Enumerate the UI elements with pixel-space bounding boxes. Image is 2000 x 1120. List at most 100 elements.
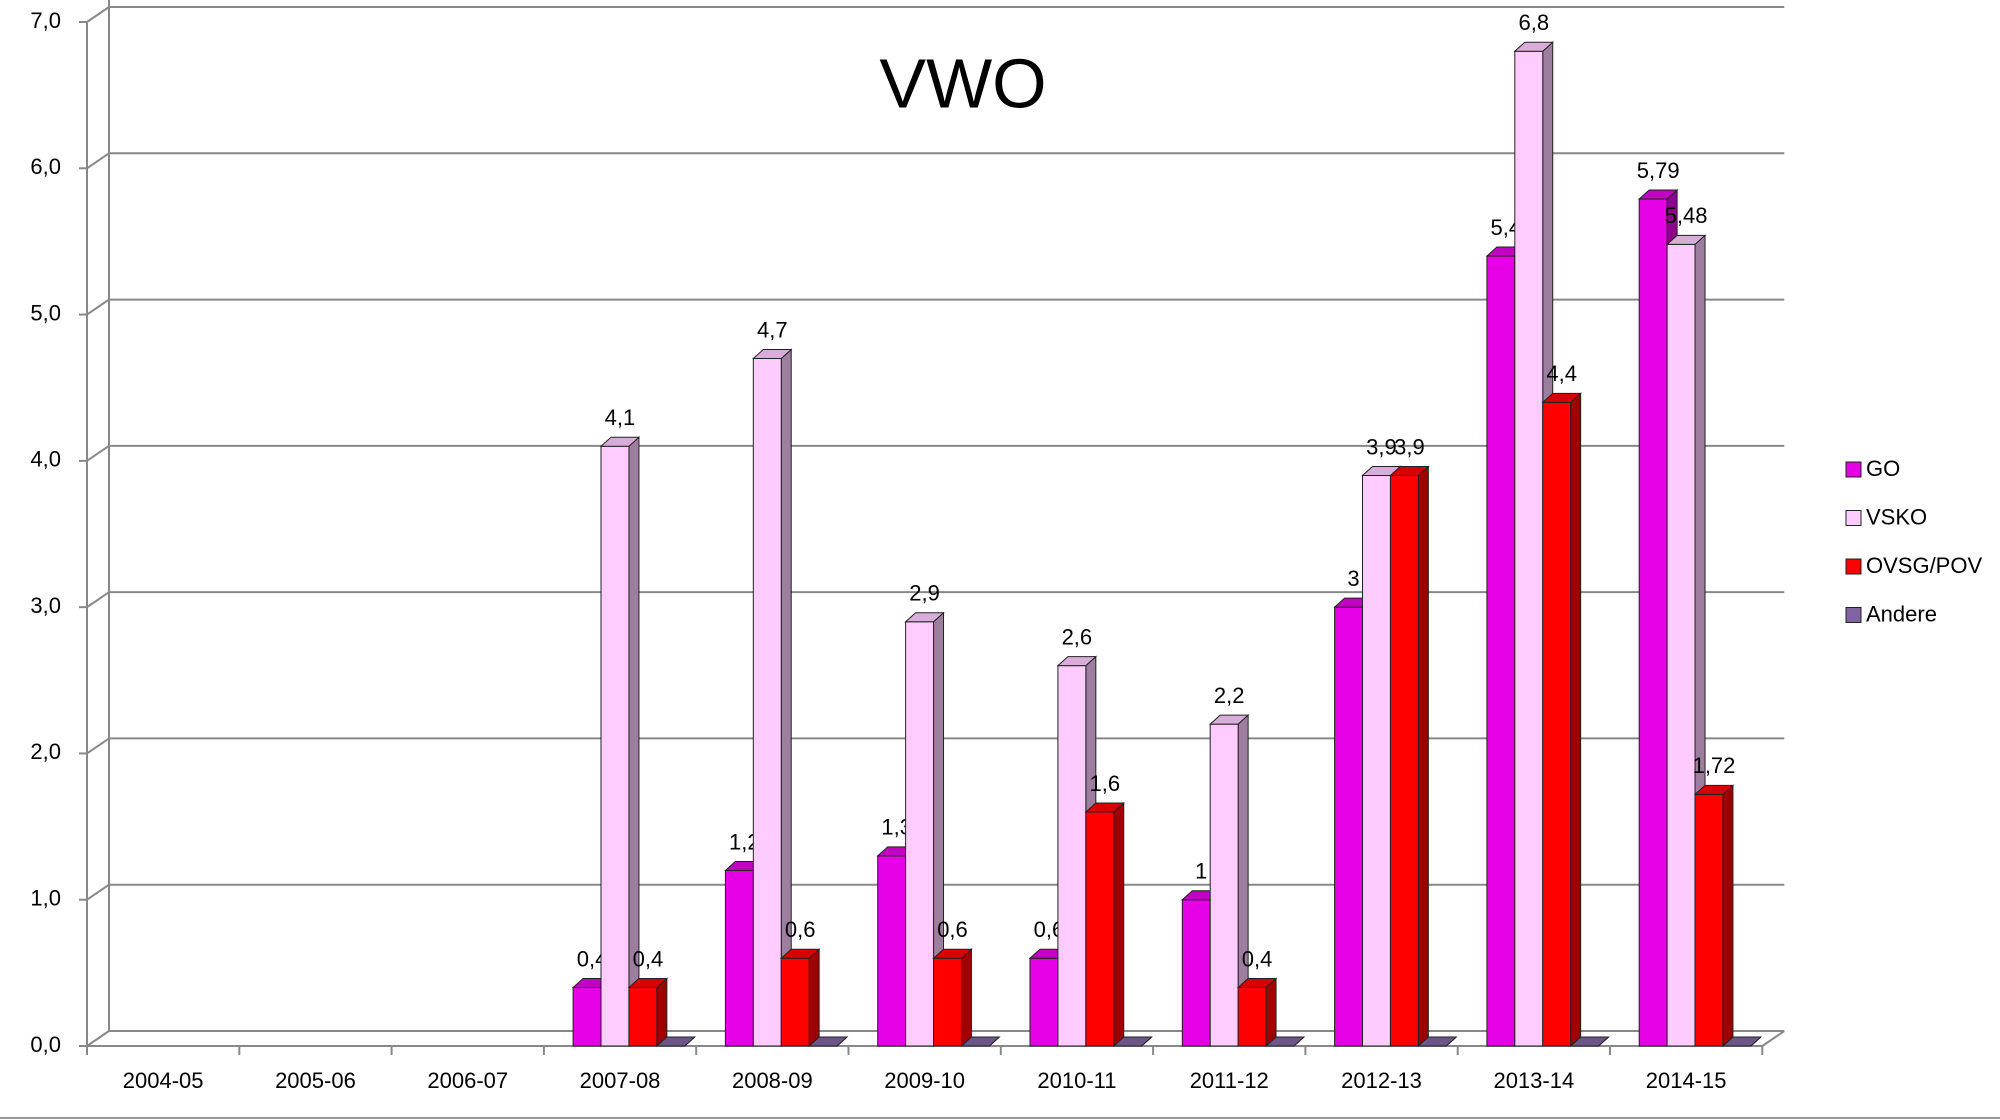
grid-line-side xyxy=(86,445,110,462)
bar xyxy=(752,357,782,1047)
bar-top xyxy=(1264,1036,1306,1047)
bar-side xyxy=(808,948,820,1048)
legend-label: Andere xyxy=(1866,601,1937,626)
grid-line-side xyxy=(86,6,110,23)
data-label: 4,7 xyxy=(757,317,788,342)
bar-side xyxy=(1570,392,1582,1048)
bar-side xyxy=(656,977,668,1048)
x-tick-label: 2011-12 xyxy=(1190,1068,1269,1093)
y-tick-label: 1,0 xyxy=(30,886,61,911)
bar xyxy=(1057,665,1087,1047)
data-label: 0,6 xyxy=(937,917,968,942)
grid-line-side xyxy=(86,1030,110,1047)
bar-top xyxy=(1056,656,1098,667)
data-label: 3 xyxy=(1347,566,1359,591)
grid-line-side xyxy=(86,152,110,170)
bar-top xyxy=(1513,41,1555,52)
x-tick-label: 2012-13 xyxy=(1341,1068,1422,1093)
bar xyxy=(1029,957,1059,1047)
x-tick-label: 2010-11 xyxy=(1037,1068,1116,1093)
bar-top xyxy=(655,1036,697,1047)
bar xyxy=(628,986,658,1047)
bar-side xyxy=(1265,977,1277,1048)
bar xyxy=(780,957,810,1047)
data-label: 2,6 xyxy=(1062,624,1093,649)
bar-top xyxy=(1693,784,1735,795)
y-tick-label: 5,0 xyxy=(30,300,61,325)
grid-line-side xyxy=(86,883,110,901)
legend-swatch xyxy=(1845,558,1862,575)
bar xyxy=(1486,255,1516,1047)
bar-top xyxy=(1208,714,1250,725)
bar-side xyxy=(960,948,972,1048)
data-label: 0,4 xyxy=(1242,946,1273,971)
bar xyxy=(1209,723,1239,1047)
bar xyxy=(1542,401,1572,1047)
bar xyxy=(1334,606,1364,1047)
bar-top xyxy=(1665,234,1707,245)
bar-top xyxy=(1112,1036,1153,1047)
data-label: 2,9 xyxy=(909,581,940,606)
y-tick-label: 0,0 xyxy=(30,1032,61,1057)
bar xyxy=(1638,198,1668,1047)
bar-top xyxy=(1084,802,1126,813)
chart-title: VWO xyxy=(879,44,1046,122)
bar-top xyxy=(752,348,793,359)
bar-top xyxy=(807,1036,849,1047)
legend-label: OVSG/POV xyxy=(1866,553,1982,578)
x-tick-label: 2005-06 xyxy=(275,1068,356,1093)
data-label: 3,9 xyxy=(1394,434,1425,459)
data-label: 0,4 xyxy=(633,946,664,971)
bar xyxy=(1666,243,1696,1047)
bar xyxy=(905,621,935,1047)
data-label: 6,8 xyxy=(1518,10,1549,35)
bar-side xyxy=(1722,784,1734,1048)
legend-swatch xyxy=(1845,510,1862,526)
data-label: 3,9 xyxy=(1366,434,1397,459)
bar xyxy=(1085,811,1115,1047)
x-tick-label: 2013-14 xyxy=(1493,1068,1574,1093)
bar-side xyxy=(1113,801,1125,1048)
bar-top xyxy=(1389,465,1430,476)
legend-swatch xyxy=(1845,461,1862,478)
grid-line-side xyxy=(86,591,110,608)
bar-top xyxy=(1721,1036,1763,1047)
bar xyxy=(1181,899,1211,1047)
bar xyxy=(600,445,630,1047)
bar-top xyxy=(627,977,669,988)
x-tick-label: 2014-15 xyxy=(1646,1068,1727,1093)
y-tick-label: 6,0 xyxy=(30,154,61,179)
data-label: 1,6 xyxy=(1089,771,1120,796)
bar-top xyxy=(932,948,973,959)
bar-side xyxy=(1417,465,1429,1048)
floor-right xyxy=(1761,1030,1785,1047)
y-tick-label: 4,0 xyxy=(30,447,61,472)
y-tick-label: 2,0 xyxy=(30,739,61,764)
x-tick-label: 2009-10 xyxy=(884,1068,965,1093)
x-tick-label: 2008-09 xyxy=(732,1068,813,1093)
bar-top xyxy=(904,612,945,623)
data-label: 4,4 xyxy=(1546,361,1577,386)
bar-top xyxy=(599,436,641,447)
x-tick-label: 2004-05 xyxy=(123,1068,204,1093)
y-tick-label: 3,0 xyxy=(30,593,61,618)
grid-line-side xyxy=(86,737,110,755)
data-label: 1,72 xyxy=(1693,753,1736,778)
bar xyxy=(1389,474,1419,1047)
bar-top xyxy=(779,948,821,959)
bar xyxy=(724,869,754,1047)
bar xyxy=(1514,50,1544,1047)
bar xyxy=(933,957,962,1047)
bar xyxy=(572,986,602,1047)
bar xyxy=(1694,793,1724,1047)
data-label: 1 xyxy=(1195,859,1207,884)
legend-swatch xyxy=(1845,607,1862,623)
legend-label: GO xyxy=(1866,456,1900,481)
grid-line-side xyxy=(86,298,110,316)
bar xyxy=(1237,986,1267,1047)
y-tick-label: 7,0 xyxy=(30,8,61,33)
bar-top xyxy=(1637,189,1679,200)
bar-top xyxy=(1236,977,1278,988)
bar-top xyxy=(1569,1036,1610,1047)
